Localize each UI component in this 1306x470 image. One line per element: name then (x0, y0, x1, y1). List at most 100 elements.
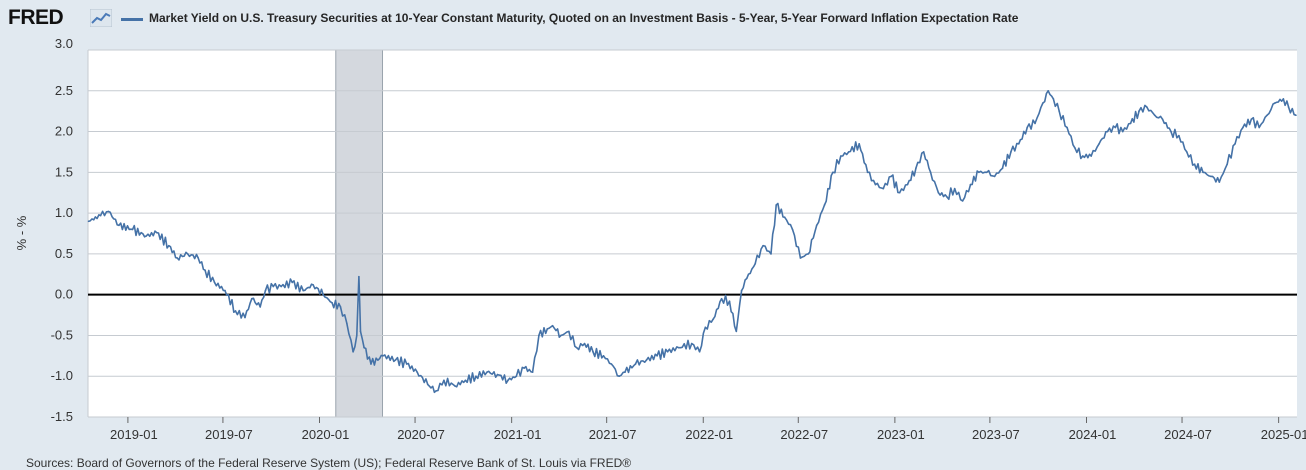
data-point (339, 306, 342, 308)
data-point (1274, 102, 1276, 104)
legend-swatch (121, 18, 143, 21)
data-point (204, 269, 206, 272)
data-point (475, 375, 477, 378)
data-point (728, 300, 731, 302)
x-tick-label: 2023-01 (877, 427, 925, 442)
fred-logo[interactable]: FRED (8, 6, 64, 29)
data-point (551, 324, 554, 327)
data-point (610, 363, 613, 365)
data-point (1170, 130, 1172, 133)
data-point (560, 334, 562, 337)
data-point (754, 262, 757, 265)
chart-header: FRED Market Yield on U.S. Treasury Secur… (0, 0, 1306, 38)
data-point (454, 385, 456, 387)
data-point (815, 224, 818, 227)
x-tick-label: 2024-07 (1164, 427, 1212, 442)
data-point (866, 171, 869, 174)
data-point (775, 204, 778, 206)
data-point (915, 167, 917, 170)
data-point (1226, 163, 1228, 165)
x-tick-label: 2021-01 (494, 427, 542, 442)
data-point (1193, 163, 1196, 165)
x-tick-label: 2019-01 (110, 427, 158, 442)
y-tick-label: 3.0 (55, 36, 73, 51)
data-point (213, 281, 216, 284)
data-point (969, 183, 972, 186)
x-tick-label: 2019-07 (205, 427, 253, 442)
data-point (394, 359, 397, 361)
legend-series-label: Market Yield on U.S. Treasury Securities… (149, 11, 1019, 25)
data-point (720, 297, 723, 300)
data-point (1090, 155, 1093, 157)
data-point (1266, 114, 1268, 117)
data-point (405, 363, 408, 365)
data-point (234, 310, 237, 312)
data-point (99, 214, 102, 217)
data-point (1218, 181, 1221, 183)
data-point (906, 183, 909, 186)
data-point (740, 289, 743, 292)
data-point (618, 375, 621, 378)
y-tick-label: 2.0 (55, 124, 73, 139)
data-point (712, 318, 715, 320)
y-axis-label: % - % (14, 215, 29, 250)
data-point (1178, 134, 1180, 137)
data-point (882, 187, 885, 190)
x-tick-label: 2023-07 (972, 427, 1020, 442)
data-point (1001, 167, 1004, 170)
data-point (197, 257, 200, 259)
data-point (666, 350, 669, 353)
data-point (358, 275, 360, 278)
data-point (302, 289, 305, 292)
data-point (272, 285, 275, 288)
data-point (382, 355, 384, 357)
data-point (363, 346, 365, 349)
data-point (1234, 142, 1236, 145)
data-point (1210, 175, 1212, 178)
data-point (1282, 98, 1285, 100)
data-point (592, 350, 594, 353)
data-point (176, 257, 179, 259)
y-axis: 3.0 2.5 2.0 1.5 1.0 0.5 0.0 -0.5 -1.0 -1.5 (51, 36, 73, 424)
data-point (832, 171, 834, 174)
y-tick-label: 0.5 (55, 246, 73, 261)
data-point (1042, 102, 1044, 104)
x-tick-label: 2025-01 (1261, 427, 1306, 442)
data-point (1153, 114, 1156, 117)
data-point (107, 210, 110, 213)
data-point (259, 306, 261, 308)
data-point (531, 371, 534, 373)
data-point (312, 284, 315, 286)
data-point (1026, 126, 1028, 129)
data-point (1129, 122, 1132, 125)
data-point (704, 326, 707, 329)
series-points (87, 89, 1297, 392)
data-point (1185, 151, 1188, 153)
data-point (443, 379, 445, 382)
x-tick-label: 2022-01 (685, 427, 733, 442)
data-point (87, 220, 90, 223)
data-point (224, 289, 226, 292)
data-point (355, 334, 358, 337)
data-point (435, 390, 437, 392)
data-point (507, 379, 509, 382)
data-point (1114, 126, 1117, 129)
data-point (1242, 126, 1244, 129)
data-point (1058, 110, 1060, 112)
data-point (568, 330, 570, 333)
data-point (799, 257, 802, 259)
data-point (416, 371, 418, 373)
x-tick-label: 2022-07 (780, 427, 828, 442)
data-point (538, 334, 540, 337)
data-point (583, 342, 586, 345)
data-point (890, 175, 893, 178)
data-point (1074, 147, 1076, 149)
data-point (953, 187, 956, 190)
data-point (602, 355, 605, 357)
data-point (978, 171, 980, 174)
data-point (624, 371, 626, 373)
x-axis: 2019-01 2019-07 2020-01 2020-07 2021-01 2021-… (110, 417, 1306, 442)
data-point (250, 297, 253, 300)
data-point (770, 253, 772, 255)
data-point (131, 228, 134, 231)
